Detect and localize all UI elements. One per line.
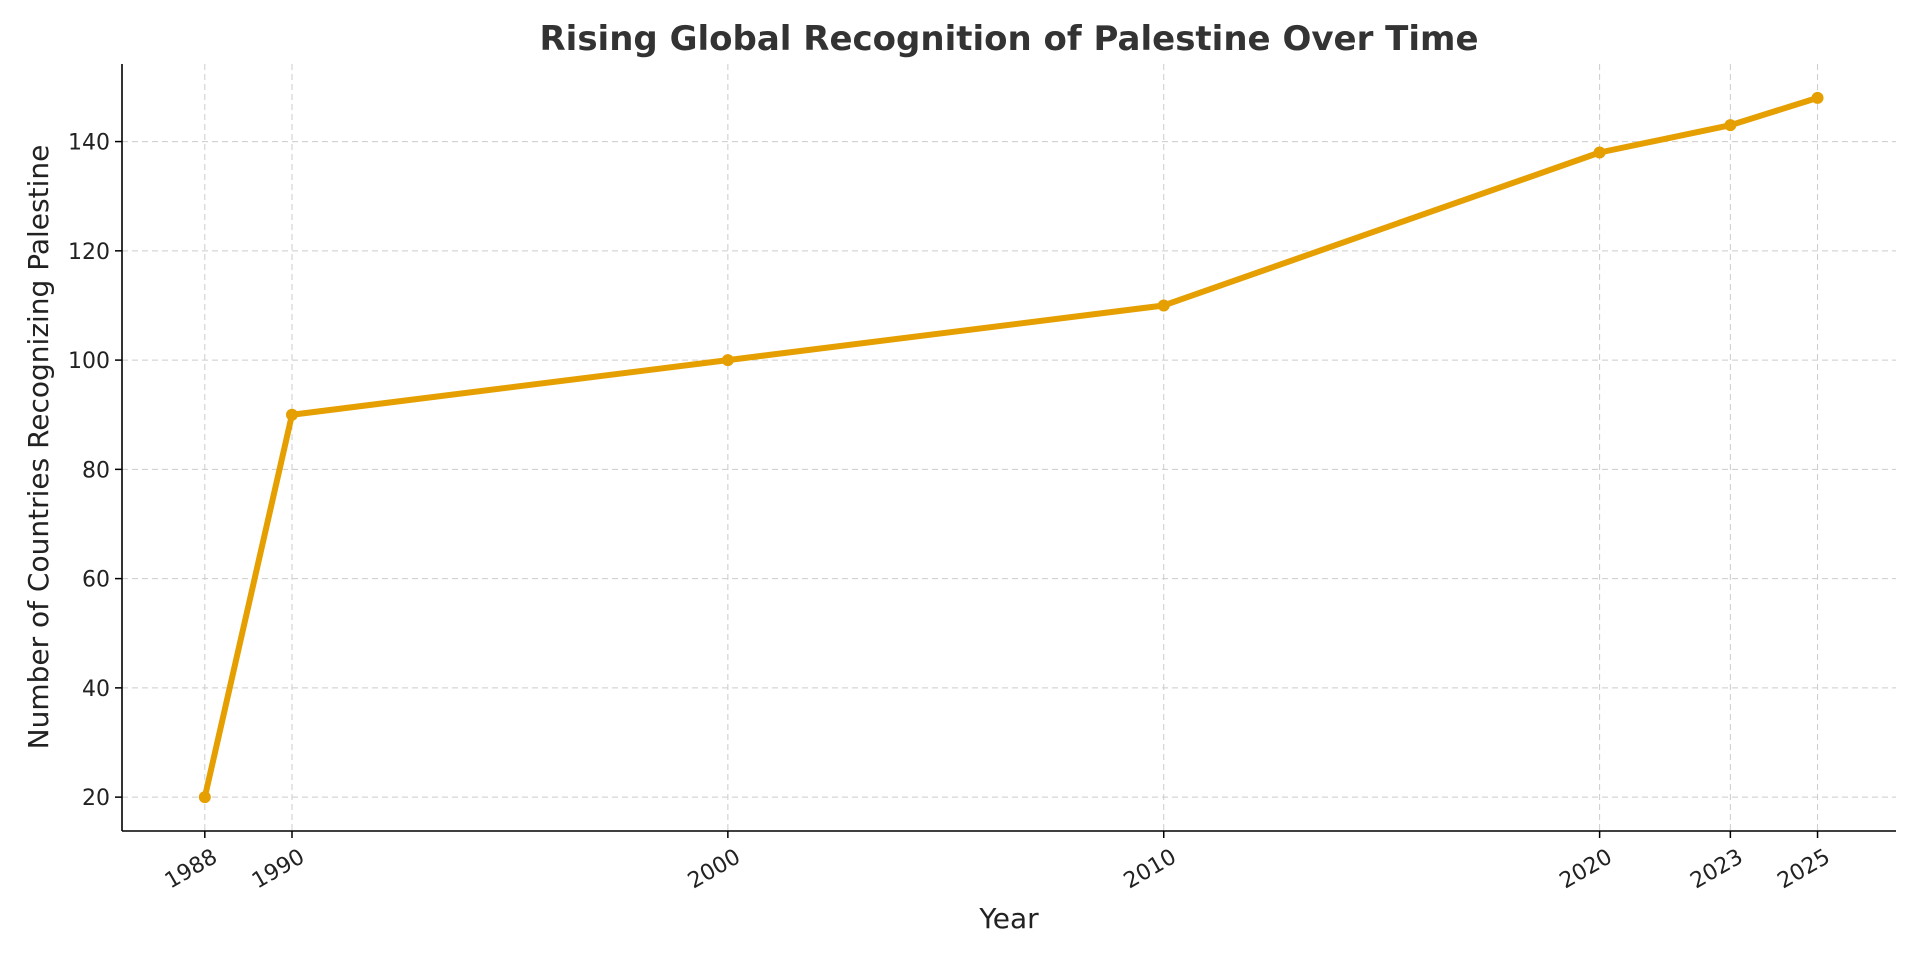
data-point: [1724, 119, 1737, 132]
x-tick-label: 2010: [1120, 845, 1181, 895]
x-tick-label: 2020: [1556, 845, 1617, 895]
chart-title: Rising Global Recognition of Palestine O…: [539, 19, 1478, 59]
x-tick-label: 2023: [1686, 845, 1747, 895]
data-point: [198, 791, 211, 804]
y-tick-label: 80: [82, 458, 110, 483]
series-layer: [198, 91, 1824, 804]
data-point: [1811, 91, 1824, 104]
x-tick-label: 2000: [684, 845, 745, 895]
x-tick-label: 2025: [1774, 845, 1835, 895]
y-tick-label: 40: [82, 677, 110, 702]
y-tick-label: 100: [68, 349, 110, 374]
x-tick-label: 1990: [248, 845, 309, 895]
data-point: [721, 354, 734, 367]
y-tick-label: 120: [68, 240, 110, 265]
y-axis-ticks: 20 40 60 80 100 120 140: [68, 131, 122, 811]
y-tick-label: 60: [82, 568, 110, 593]
series-line: [201, 94, 1821, 801]
y-tick-label: 140: [68, 131, 110, 156]
data-point: [285, 408, 298, 421]
data-point: [1593, 146, 1606, 159]
axes: [121, 64, 1896, 832]
x-tick-label: 1988: [161, 845, 222, 895]
x-axis-ticks: 1988 1990 2000 2010 2020 2023 2025: [161, 831, 1835, 894]
x-axis-label: Year: [978, 902, 1039, 935]
data-point: [1157, 299, 1170, 312]
grid: [122, 64, 1896, 831]
y-axis-label: Number of Countries Recognizing Palestin…: [22, 145, 55, 750]
y-tick-label: 20: [82, 786, 110, 811]
